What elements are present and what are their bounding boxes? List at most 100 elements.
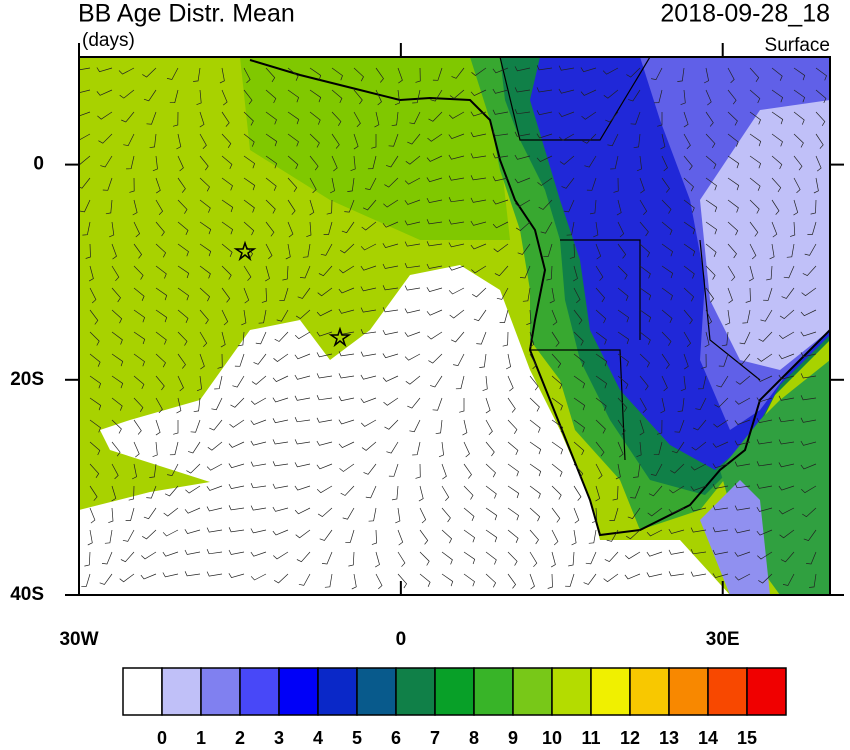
wind-barb	[79, 199, 91, 213]
wind-barb	[485, 463, 496, 478]
wind-barb	[196, 89, 202, 106]
wind-barb	[756, 397, 773, 403]
wind-barb	[580, 89, 597, 96]
field-band	[240, 57, 510, 240]
wind-barb	[169, 89, 179, 104]
wind-barb	[429, 375, 443, 388]
wind-barb	[815, 111, 826, 126]
wind-barb	[415, 67, 421, 83]
wind-barb	[221, 155, 233, 170]
wind-barb	[771, 155, 783, 170]
wind-barb	[627, 89, 641, 102]
wind-barb	[749, 243, 757, 260]
wind-barb	[705, 199, 718, 213]
wind-barb	[221, 89, 228, 106]
wind-barb	[338, 308, 355, 314]
wind-barb	[734, 528, 751, 534]
wind-barb	[265, 265, 270, 282]
wind-barb	[712, 573, 729, 579]
wind-barb	[670, 463, 685, 474]
wind-barb	[493, 243, 509, 253]
wind-barb	[536, 65, 553, 71]
wind-barb	[448, 111, 465, 119]
wind-barb	[595, 397, 607, 411]
wind-barb	[309, 111, 321, 125]
wind-barb	[680, 375, 686, 392]
wind-barb	[294, 507, 311, 515]
wind-barb	[360, 307, 377, 313]
wind-barb	[786, 243, 795, 258]
wind-barb	[99, 573, 113, 585]
wind-barb	[111, 485, 117, 502]
wind-barb	[647, 507, 663, 517]
wind-barb	[558, 65, 575, 71]
wind-barb	[207, 441, 223, 451]
wind-barb	[749, 133, 762, 147]
wind-barb	[735, 375, 751, 385]
wind-barb	[470, 220, 487, 226]
wind-barb	[800, 463, 817, 470]
wind-barb	[492, 176, 509, 182]
colorbar-box	[239, 667, 280, 716]
wind-barb	[79, 177, 91, 189]
wind-barb	[584, 155, 597, 168]
wind-barb	[294, 395, 311, 401]
wind-barb	[505, 353, 511, 370]
wind-barb	[177, 265, 190, 279]
wind-barb	[633, 133, 641, 149]
wind-barb	[573, 507, 580, 524]
wind-barb	[671, 441, 685, 454]
wind-barb	[683, 353, 689, 370]
wind-barb	[309, 67, 322, 81]
colorbar-box	[161, 667, 202, 716]
wind-barb	[344, 199, 355, 213]
wind-barb	[133, 419, 142, 435]
wind-barb	[551, 529, 559, 546]
wind-barb	[771, 89, 784, 103]
wind-barb	[251, 375, 267, 385]
wind-barb	[243, 221, 255, 236]
wind-barb	[221, 111, 230, 127]
wind-barb	[394, 89, 400, 106]
wind-barb	[261, 287, 267, 303]
wind-barb	[451, 67, 465, 79]
wind-barb	[221, 177, 233, 191]
wind-barb	[613, 177, 619, 193]
wind-barb	[351, 573, 357, 590]
wind-barb	[316, 463, 333, 470]
wind-barb	[125, 507, 135, 521]
wind-barb	[648, 485, 663, 497]
wind-barb	[329, 177, 335, 194]
wind-barb	[111, 397, 123, 411]
wind-barb	[582, 133, 597, 144]
wind-barb	[384, 177, 399, 188]
wind-barb	[780, 551, 795, 563]
wind-barb	[727, 133, 739, 147]
wind-barb	[558, 133, 575, 141]
wind-barb	[133, 353, 145, 367]
wind-barb	[485, 551, 497, 565]
wind-barb	[470, 132, 487, 138]
wind-barb	[803, 529, 817, 542]
wind-barb	[459, 398, 465, 413]
wind-barb	[771, 67, 783, 81]
wind-barb	[639, 221, 649, 237]
wind-barb	[184, 529, 201, 535]
wind-barb	[87, 529, 93, 546]
wind-barb	[199, 199, 211, 213]
wind-barb	[294, 353, 311, 360]
wind-barb	[375, 551, 380, 568]
wind-barb	[382, 353, 399, 359]
wind-barb	[756, 418, 773, 423]
wind-barb	[529, 507, 541, 522]
colorbar-box	[122, 667, 163, 716]
wind-barb	[360, 265, 377, 271]
wind-barb	[353, 133, 359, 150]
wind-barb	[119, 89, 135, 99]
wind-barb	[626, 529, 641, 540]
wind-barb	[471, 67, 487, 76]
axes: 30W 0 30E 0 20S 40S	[10, 43, 844, 650]
wind-barb	[800, 331, 817, 337]
wind-barb	[382, 307, 399, 313]
wind-barb	[237, 331, 245, 347]
